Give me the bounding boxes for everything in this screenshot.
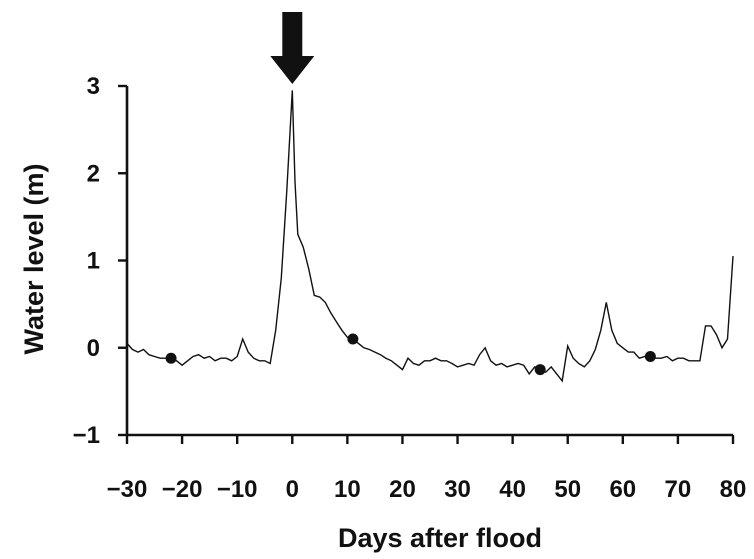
x-tick-label: −30 — [107, 476, 148, 503]
y-tick-label: −1 — [73, 422, 100, 449]
x-tick-label: 30 — [444, 476, 471, 503]
y-tick-label: 0 — [87, 335, 100, 362]
axes — [118, 84, 735, 444]
y-tick-label: 3 — [87, 73, 100, 100]
y-tick-label: 2 — [87, 160, 100, 187]
x-tick-label: 50 — [554, 476, 581, 503]
x-tick-label: 80 — [720, 476, 747, 503]
x-tick-label: 10 — [334, 476, 361, 503]
x-tick-label: 20 — [389, 476, 416, 503]
flood-arrow-icon — [270, 12, 315, 84]
sample-point-marker — [534, 364, 546, 376]
series-line — [126, 90, 734, 383]
y-axis-title: Water level (m) — [19, 163, 49, 354]
sample-point-marker — [165, 352, 177, 364]
x-tick-label: 70 — [665, 476, 692, 503]
x-tick-label: 0 — [286, 476, 299, 503]
x-tick-label: 40 — [499, 476, 526, 503]
x-tick-label: −20 — [162, 476, 203, 503]
plot-area — [126, 12, 734, 383]
sample-point-marker — [347, 333, 359, 345]
y-tick-label: 1 — [87, 248, 100, 275]
sample-point-marker — [644, 350, 656, 362]
x-axis-title: Days after flood — [338, 523, 542, 553]
x-tick-label: −10 — [217, 476, 258, 503]
x-tick-label: 60 — [609, 476, 636, 503]
